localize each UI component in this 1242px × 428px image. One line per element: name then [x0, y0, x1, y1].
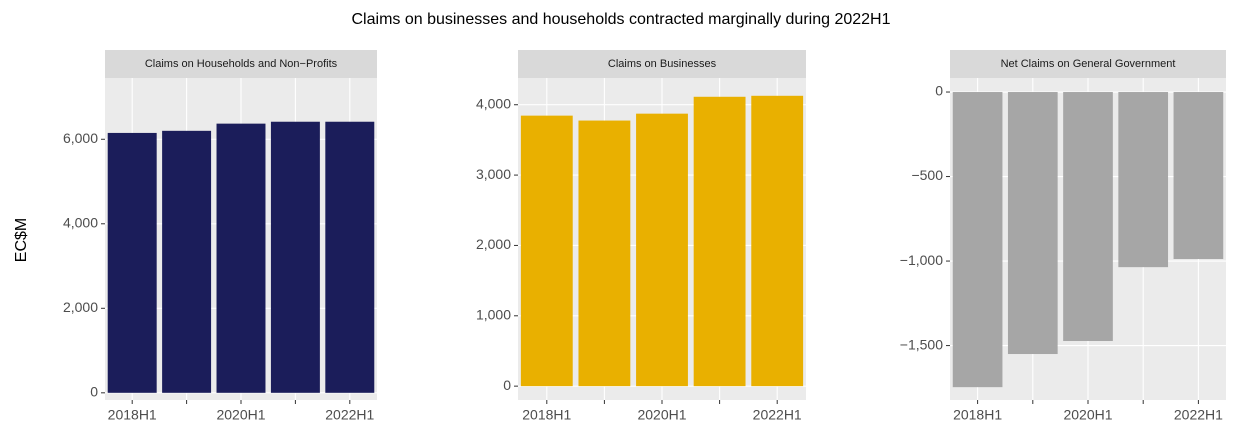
bar: [952, 92, 1003, 388]
bar: [1007, 92, 1058, 355]
bar: [216, 123, 266, 393]
y-tick-label: 4,000: [63, 214, 98, 230]
strip-bg: [950, 50, 1226, 78]
strip-label: Claims on Households and Non−Profits: [145, 58, 338, 70]
strip-bg: [518, 50, 806, 78]
y-axis-label: EC$M: [13, 218, 30, 262]
bar: [1173, 92, 1224, 260]
x-tick-label: 2022H1: [753, 407, 802, 423]
bar: [325, 121, 375, 393]
bar: [693, 96, 746, 387]
strip-label: Net Claims on General Government: [1001, 58, 1176, 70]
bar: [520, 115, 573, 387]
y-tick-label: 0: [935, 83, 943, 99]
bar: [751, 95, 804, 387]
y-tick-label: 2,000: [63, 299, 98, 315]
x-tick-label: 2020H1: [637, 407, 686, 423]
y-tick-label: 2,000: [476, 236, 511, 252]
y-tick-label: 3,000: [476, 166, 511, 182]
x-tick-label: 2022H1: [1174, 407, 1223, 423]
x-tick-label: 2020H1: [1063, 407, 1112, 423]
bar: [1063, 92, 1113, 342]
y-tick-label: 0: [503, 377, 511, 393]
x-tick-label: 2018H1: [108, 407, 157, 423]
strip-bg: [105, 50, 377, 78]
x-tick-label: 2022H1: [325, 407, 374, 423]
x-tick-label: 2020H1: [216, 407, 265, 423]
bar: [1118, 92, 1169, 268]
bar: [162, 130, 212, 393]
bar: [636, 113, 688, 387]
y-tick-label: 6,000: [63, 130, 98, 146]
y-tick-label: 4,000: [476, 95, 511, 111]
strip-label: Claims on Businesses: [608, 58, 717, 70]
bar: [107, 132, 157, 393]
chart-title: Claims on businesses and households cont…: [352, 11, 891, 28]
x-tick-label: 2018H1: [953, 407, 1002, 423]
bar: [578, 120, 631, 387]
bar: [270, 121, 320, 393]
y-tick-label: 0: [90, 384, 98, 400]
y-tick-label: 1,000: [476, 306, 511, 322]
y-tick-label: −1,500: [900, 336, 943, 352]
y-tick-label: −1,000: [900, 252, 943, 268]
y-tick-label: −500: [911, 167, 943, 183]
x-tick-label: 2018H1: [522, 407, 571, 423]
